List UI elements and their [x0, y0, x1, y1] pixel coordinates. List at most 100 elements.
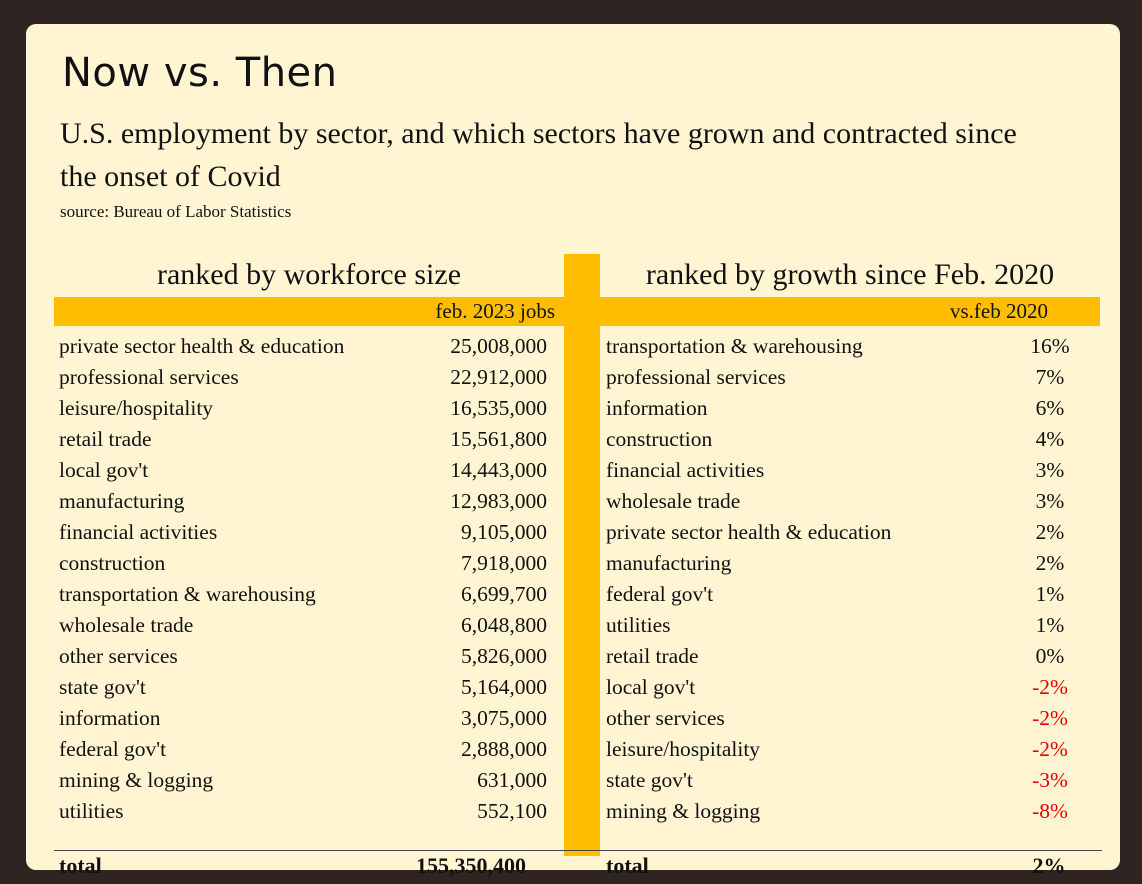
table-row: financial activities 9,105,000 — [59, 517, 559, 548]
table-row: professional services 22,912,000 — [59, 362, 559, 393]
infographic-card: Now vs. Then U.S. employment by sector, … — [26, 24, 1120, 878]
jobs-value: 552,100 — [477, 799, 547, 823]
sector-name: financial activities — [606, 458, 765, 482]
table-row: professional services 7% — [606, 362, 1080, 393]
growth-value: 3% — [1035, 458, 1065, 482]
sector-name: construction — [606, 427, 713, 451]
left-panel-title: ranked by workforce size — [156, 258, 462, 291]
right-total-label: total — [606, 853, 649, 878]
sector-name: federal gov't — [59, 737, 167, 761]
growth-value: -2% — [1032, 737, 1068, 761]
table-row: wholesale trade 3% — [606, 486, 1080, 517]
jobs-value: 5,826,000 — [461, 644, 547, 668]
table-row: transportation & warehousing 16% — [606, 331, 1080, 362]
growth-value: 2% — [1035, 551, 1065, 575]
table-row: local gov't -2% — [606, 672, 1080, 703]
table-row: state gov't -3% — [606, 765, 1080, 796]
jobs-value: 22,912,000 — [450, 365, 547, 389]
left-total-value: 155,350,400 — [416, 853, 526, 878]
table-row: information 6% — [606, 393, 1080, 424]
sector-name: leisure/hospitality — [59, 396, 214, 420]
growth-value: -3% — [1032, 768, 1068, 792]
sector-name: wholesale trade — [59, 613, 194, 637]
table-row: other services -2% — [606, 703, 1080, 734]
table-row: construction 7,918,000 — [59, 548, 559, 579]
table-row: federal gov't 2,888,000 — [59, 734, 559, 765]
jobs-value: 6,699,700 — [461, 582, 547, 606]
growth-value: -2% — [1032, 675, 1068, 699]
table-row: federal gov't 1% — [606, 579, 1080, 610]
jobs-value: 15,561,800 — [450, 427, 547, 451]
table-row: utilities 552,100 — [59, 796, 559, 827]
left-column-header: feb. 2023 jobs — [435, 299, 555, 323]
workforce-table: private sector health & education 25,008,… — [59, 331, 559, 827]
table-row: retail trade 0% — [606, 641, 1080, 672]
table-row: information 3,075,000 — [59, 703, 559, 734]
jobs-value: 631,000 — [477, 768, 547, 792]
growth-value: 3% — [1035, 489, 1065, 513]
jobs-value: 7,918,000 — [461, 551, 547, 575]
sector-name: private sector health & education — [606, 520, 892, 544]
growth-value: 4% — [1035, 427, 1065, 451]
sector-name: retail trade — [59, 427, 152, 451]
sector-name: professional services — [59, 365, 239, 389]
table-row: mining & logging -8% — [606, 796, 1080, 827]
sector-name: private sector health & education — [59, 334, 345, 358]
table-row: financial activities 3% — [606, 455, 1080, 486]
growth-value: -2% — [1032, 706, 1068, 730]
table-row: manufacturing 2% — [606, 548, 1080, 579]
sector-name: manufacturing — [59, 489, 185, 513]
right-column-header: vs.feb 2020 — [950, 299, 1048, 323]
table-row: transportation & warehousing 6,699,700 — [59, 579, 559, 610]
sector-name: financial activities — [59, 520, 218, 544]
left-total-label: total — [59, 853, 102, 878]
growth-value: 1% — [1035, 613, 1065, 637]
table-row: construction 4% — [606, 424, 1080, 455]
table-row: retail trade 15,561,800 — [59, 424, 559, 455]
sector-name: federal gov't — [606, 582, 714, 606]
sector-name: state gov't — [606, 768, 693, 792]
table-row: private sector health & education 25,008,… — [59, 331, 559, 362]
left-header-bar — [54, 297, 564, 326]
jobs-value: 3,075,000 — [461, 706, 547, 730]
sector-name: mining & logging — [59, 768, 214, 792]
table-row: private sector health & education 2% — [606, 517, 1080, 548]
sector-name: retail trade — [606, 644, 699, 668]
jobs-value: 14,443,000 — [450, 458, 547, 482]
growth-value: 16% — [1030, 334, 1070, 358]
table-row: local gov't 14,443,000 — [59, 455, 559, 486]
table-row: mining & logging 631,000 — [59, 765, 559, 796]
sector-name: construction — [59, 551, 166, 575]
sector-name: state gov't — [59, 675, 146, 699]
center-divider-bar — [564, 254, 600, 856]
table-row: leisure/hospitality -2% — [606, 734, 1080, 765]
sector-name: leisure/hospitality — [606, 737, 761, 761]
jobs-value: 16,535,000 — [450, 396, 547, 420]
table-row: leisure/hospitality 16,535,000 — [59, 393, 559, 424]
page-title: Now vs. Then — [62, 50, 338, 96]
table-row: other services 5,826,000 — [59, 641, 559, 672]
table-row: utilities 1% — [606, 610, 1080, 641]
growth-value: 7% — [1035, 365, 1065, 389]
growth-value: 6% — [1035, 396, 1065, 420]
right-total-value: 2% — [1032, 853, 1066, 878]
sector-name: other services — [59, 644, 178, 668]
sector-name: wholesale trade — [606, 489, 741, 513]
sector-name: utilities — [606, 613, 671, 637]
sector-name: transportation & warehousing — [606, 334, 863, 358]
jobs-value: 6,048,800 — [461, 613, 547, 637]
jobs-value: 12,983,000 — [450, 489, 547, 513]
table-row: state gov't 5,164,000 — [59, 672, 559, 703]
sector-name: other services — [606, 706, 725, 730]
growth-value: 0% — [1035, 644, 1065, 668]
right-panel-title: ranked by growth since Feb. 2020 — [645, 258, 1055, 291]
sector-name: transportation & warehousing — [59, 582, 316, 606]
jobs-value: 25,008,000 — [450, 334, 547, 358]
sector-name: manufacturing — [606, 551, 732, 575]
source-note: source: Bureau of Labor Statistics — [60, 202, 292, 221]
growth-value: -8% — [1032, 799, 1068, 823]
total-divider-line — [54, 850, 1102, 851]
sector-name: local gov't — [606, 675, 696, 699]
growth-table: transportation & warehousing 16% professio… — [606, 331, 1080, 827]
